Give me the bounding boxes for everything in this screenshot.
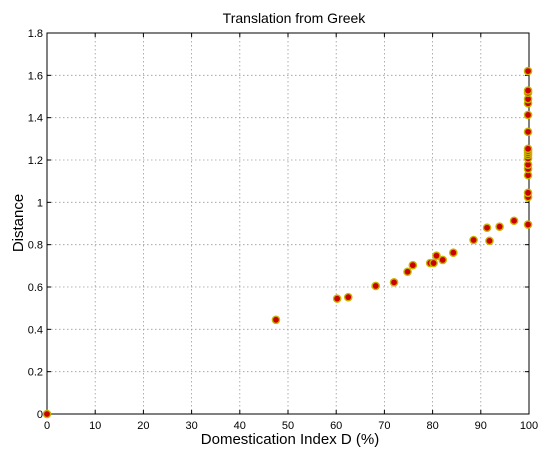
y-tick-label: 1.8 — [28, 28, 43, 40]
data-point — [482, 223, 492, 233]
x-tick-label: 70 — [378, 420, 390, 432]
grid-lines — [47, 33, 529, 414]
data-point — [389, 278, 399, 287]
data-point — [523, 86, 533, 95]
y-tick-label: 1.4 — [28, 113, 43, 125]
data-point — [469, 235, 478, 245]
x-tick-label: 10 — [89, 420, 101, 432]
y-tick-label: 0.2 — [28, 367, 43, 379]
x-axis: 0 10 20 30 40 50 60 70 80 90 100 — [44, 33, 538, 432]
data-point — [449, 248, 458, 258]
data-point — [509, 216, 519, 226]
chart-title: Translation from Greek — [223, 10, 367, 26]
data-point — [42, 409, 52, 419]
x-tick-label: 50 — [282, 420, 294, 432]
data-point — [429, 258, 438, 268]
data-point — [523, 110, 533, 120]
x-tick-label: 30 — [185, 420, 197, 432]
y-tick-label: 1 — [37, 197, 43, 209]
y-tick-label: 0.8 — [28, 240, 43, 252]
x-axis-label: Domestication Index D (%) — [201, 431, 379, 448]
x-tick-label: 100 — [520, 420, 538, 432]
data-point — [523, 220, 533, 229]
data-point — [523, 66, 533, 76]
x-tick-label: 60 — [330, 420, 342, 432]
data-point — [332, 294, 342, 303]
data-point — [523, 188, 533, 198]
data-point — [438, 255, 448, 265]
y-tick-label: 1.6 — [28, 70, 43, 82]
y-axis-label: Distance — [10, 194, 27, 252]
x-tick-label: 0 — [44, 420, 50, 432]
x-tick-label: 40 — [234, 420, 246, 432]
data-point — [485, 236, 494, 246]
y-axis: 0 0.2 0.4 0.6 0.8 1 1.2 1.4 1.6 1.8 — [28, 28, 529, 421]
data-point — [495, 222, 504, 231]
data-point — [408, 260, 418, 270]
y-tick-label: 0.6 — [28, 282, 43, 294]
data-point — [523, 127, 533, 137]
data-point — [432, 251, 441, 260]
x-tick-label: 20 — [137, 420, 149, 432]
data-point — [271, 315, 281, 325]
data-series — [42, 66, 533, 419]
data-point — [403, 267, 412, 277]
data-point — [343, 292, 353, 302]
y-tick-label: 0 — [37, 409, 43, 421]
data-point — [523, 144, 533, 154]
x-tick-label: 80 — [426, 420, 438, 432]
y-tick-label: 0.4 — [28, 324, 43, 336]
y-tick-label: 1.2 — [28, 155, 43, 167]
data-point — [371, 281, 381, 291]
x-tick-label: 90 — [475, 420, 487, 432]
